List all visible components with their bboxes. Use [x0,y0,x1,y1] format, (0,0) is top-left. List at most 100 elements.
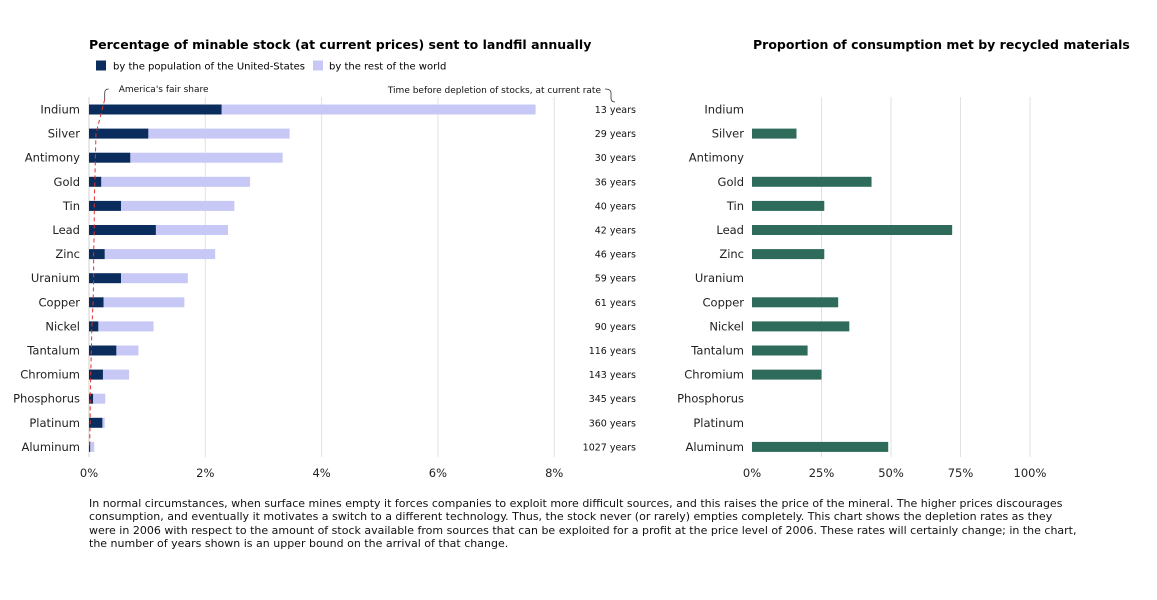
left-x-tick-label: 6% [429,466,447,480]
left-category-label: Uranium [31,271,80,285]
right-category-label: Antimony [689,151,744,165]
bar-united-states [89,104,222,115]
bar-rest-of-world [98,321,154,332]
fair-share-annotation: America's fair share [119,85,209,95]
depletion-years-label: 36 years [595,177,636,188]
left-category-label: Indium [40,103,80,117]
depletion-years-label: 42 years [595,226,636,237]
recycled-bar [752,345,808,356]
depletion-years-label: 46 years [595,250,636,261]
left-x-tick-label: 0% [80,466,98,480]
recycled-bar [752,369,822,380]
depletion-years-label: 61 years [595,298,636,309]
bar-rest-of-world [90,441,95,452]
bar-rest-of-world [103,297,185,308]
depletion-years-label: 143 years [589,370,636,381]
bar-united-states [89,273,121,284]
legend-label-world: by the rest of the world [329,62,446,73]
bar-united-states [89,393,94,404]
right-category-label: Copper [703,295,745,309]
depletion-callout-line [604,88,616,103]
bar-united-states [89,128,149,139]
bar-united-states [89,297,104,308]
left-category-label: Chromium [20,368,80,382]
bar-rest-of-world [120,200,235,211]
depletion-years-label: 116 years [589,346,636,357]
legend-swatch-us [96,60,106,71]
bar-united-states [89,225,156,235]
legend-swatch-world [313,60,323,71]
right-category-label: Zinc [719,247,744,261]
right-category-label: Gold [718,175,744,189]
depletion-years-label: 90 years [595,322,636,333]
bar-united-states [89,176,102,187]
bar-united-states [89,200,121,211]
depletion-years-label: 13 years [595,105,636,116]
recycled-bar [752,176,872,187]
chart-caption: In normal circumstances, when surface mi… [89,497,1077,551]
right-x-tick-label: 100% [1014,466,1047,480]
bar-rest-of-world [93,393,106,404]
bar-rest-of-world [102,369,130,380]
right-category-label: Lead [716,223,744,237]
left-category-label: Gold [54,175,80,189]
recycled-bar [752,297,839,308]
right-chart-title: Proportion of consumption met by recycle… [753,37,1130,52]
right-x-tick-label: 50% [878,466,904,480]
right-x-tick-label: 0% [743,466,761,480]
depletion-years-label: 40 years [595,201,636,212]
bar-rest-of-world [116,345,139,356]
right-category-label: Platinum [693,416,744,430]
bar-united-states [89,249,105,260]
recycled-bar [752,249,825,260]
right-x-tick-label: 25% [809,466,835,480]
recycled-bar [752,441,889,452]
left-category-label: Zinc [55,247,80,261]
bar-rest-of-world [104,249,216,260]
bar-rest-of-world [102,417,105,428]
right-category-label: Phosphorus [677,392,744,406]
right-category-label: Indium [704,103,744,117]
left-x-tick-label: 4% [312,466,330,480]
bar-rest-of-world [101,176,251,187]
bar-united-states [89,369,103,380]
right-x-tick-label: 75% [948,466,974,480]
fair-share-callout-line [104,88,109,100]
recycled-bar [752,128,797,139]
bar-rest-of-world [120,273,188,284]
legend-label-us: by the population of the United-States [113,62,305,73]
bar-united-states [89,441,91,452]
depletion-annotation: Time before depletion of stocks, at curr… [387,86,602,96]
left-category-label: Phosphorus [13,392,80,406]
depletion-years-label: 1027 years [583,442,636,453]
right-category-label: Uranium [695,271,744,285]
left-category-label: Silver [48,127,81,141]
bar-united-states [89,321,99,332]
left-category-label: Antimony [25,151,80,165]
left-category-label: Nickel [45,319,80,333]
right-category-label: Chromium [684,368,744,382]
right-category-label: Tin [726,199,744,213]
left-category-label: Lead [52,223,80,237]
left-category-label: Tin [62,199,80,213]
depletion-years-label: 345 years [589,394,636,405]
bar-united-states [89,345,117,356]
left-category-label: Copper [39,295,81,309]
depletion-years-label: 30 years [595,153,636,164]
fair-share-line [89,99,106,447]
bar-united-states [89,152,131,163]
depletion-years-label: 59 years [595,274,636,285]
recycled-bar [752,225,953,235]
bar-rest-of-world [148,128,290,139]
bar-rest-of-world [221,104,536,115]
recycled-bar [752,200,825,211]
recycled-bar [752,321,850,332]
left-x-tick-label: 2% [196,466,214,480]
bar-united-states [89,417,103,428]
depletion-years-label: 360 years [589,418,636,429]
right-category-label: Silver [712,127,745,141]
left-category-label: Platinum [29,416,80,430]
right-category-label: Tantalum [690,344,744,358]
bar-rest-of-world [130,152,283,163]
